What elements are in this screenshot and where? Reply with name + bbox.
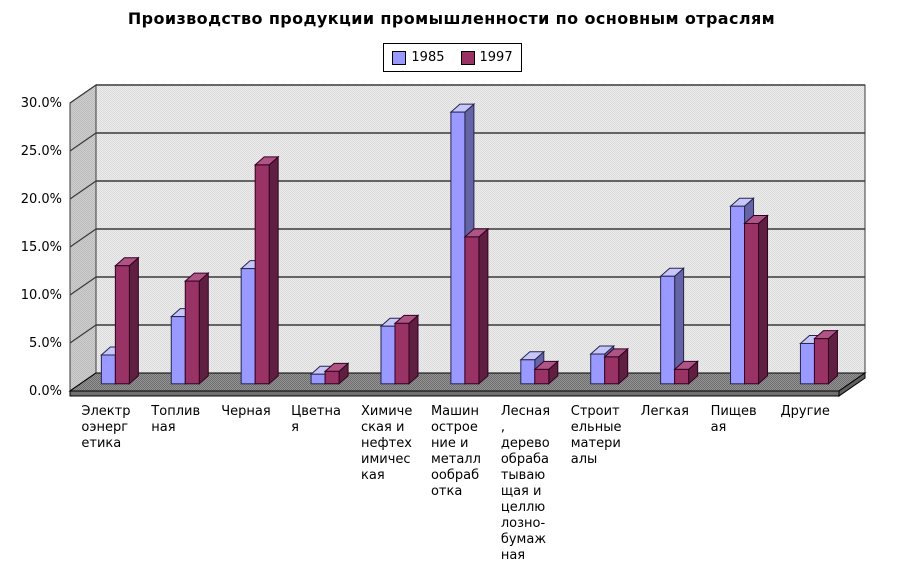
bar-1985-cat3 (310, 373, 326, 385)
bar-1997-cat5-side (478, 227, 489, 385)
xcat-label-5: Машин острое ние и металл ообраб отка (431, 404, 481, 499)
legend-label-1985: 1985 (411, 50, 445, 65)
floor-right-edge (838, 372, 866, 397)
legend-swatch-1997-icon (460, 50, 475, 65)
chart-title: Производство продукции промышленности по… (127, 9, 776, 28)
ytick-label-1: 5.0% (29, 336, 62, 351)
bar-1997-cat10 (813, 338, 829, 385)
bar-1997-cat4 (394, 322, 410, 385)
left-wall-tick-25 (69, 132, 97, 152)
left-wall-tick-10 (69, 276, 97, 296)
bar-1997-cat7 (604, 356, 620, 385)
xcat-label-7: Строит ельные матери алы (571, 404, 622, 467)
bar-1985-cat6 (520, 359, 536, 385)
bar-1997-cat4-side (408, 314, 419, 385)
legend-swatch-1985-icon (392, 50, 407, 65)
bar-1997-cat6 (534, 368, 550, 385)
bar-1997-cat3 (324, 370, 340, 385)
bar-1985-cat1 (170, 316, 186, 385)
bar-1997-cat2-side (268, 155, 279, 385)
legend-item-1997: 1997 (460, 50, 513, 65)
ytick-label-5: 25.0% (21, 144, 62, 159)
legend-item-1985: 1985 (392, 50, 445, 65)
bar-1997-cat0 (114, 265, 130, 385)
bar-1985-cat2 (240, 268, 256, 385)
bar-1985-cat0 (100, 354, 116, 385)
bar-1997-cat1 (184, 280, 200, 385)
ytick-label-6: 30.0% (21, 96, 62, 111)
bar-1985-cat10 (799, 342, 815, 385)
ytick-label-2: 10.0% (21, 288, 62, 303)
xcat-label-6: Лесная, дерево обраба тываю щая и целлю лозно-… (501, 404, 550, 563)
legend-label-1997: 1997 (479, 50, 513, 65)
left-wall-tick-20 (69, 180, 97, 200)
floor-front-edge (69, 390, 840, 397)
xcat-label-8: Легкая (641, 404, 689, 419)
bar-1997-cat5 (464, 236, 480, 385)
xcat-label-1: Топлив ная (150, 404, 200, 435)
bar-1985-cat8 (660, 275, 676, 385)
bar-1997-cat2 (254, 164, 270, 385)
bar-1985-cat5 (450, 111, 466, 385)
xcat-label-3: Цветна я (291, 404, 341, 435)
bar-1997-cat9-side (758, 214, 769, 385)
bar-1985-cat4 (380, 325, 396, 385)
xcat-label-9: Пищев ая (711, 404, 757, 435)
left-wall-tick-5 (69, 324, 97, 344)
left-wall-tick-30 (69, 84, 97, 104)
bar-1985-cat7 (590, 353, 606, 385)
left-wall-tick-15 (69, 228, 97, 248)
bar-1997-cat8 (674, 368, 690, 385)
bar-1997-cat10-side (827, 329, 838, 385)
legend: 1985 1997 (383, 43, 522, 72)
ytick-label-3: 15.0% (21, 240, 62, 255)
bar-1997-cat0-side (128, 256, 139, 385)
ytick-label-0: 0.0% (29, 384, 62, 399)
bar-1985-cat9 (730, 205, 746, 385)
xcat-label-10: Другие (780, 404, 829, 419)
xcat-label-4: Химиче ская и нефтех имичес кая (361, 404, 412, 483)
xcat-label-0: Электр оэнерг етика (81, 404, 130, 451)
xcat-label-2: Черная (221, 404, 270, 419)
bar-1997-cat1-side (198, 271, 209, 385)
ytick-label-4: 20.0% (21, 192, 62, 207)
bar-1997-cat9 (744, 222, 760, 385)
